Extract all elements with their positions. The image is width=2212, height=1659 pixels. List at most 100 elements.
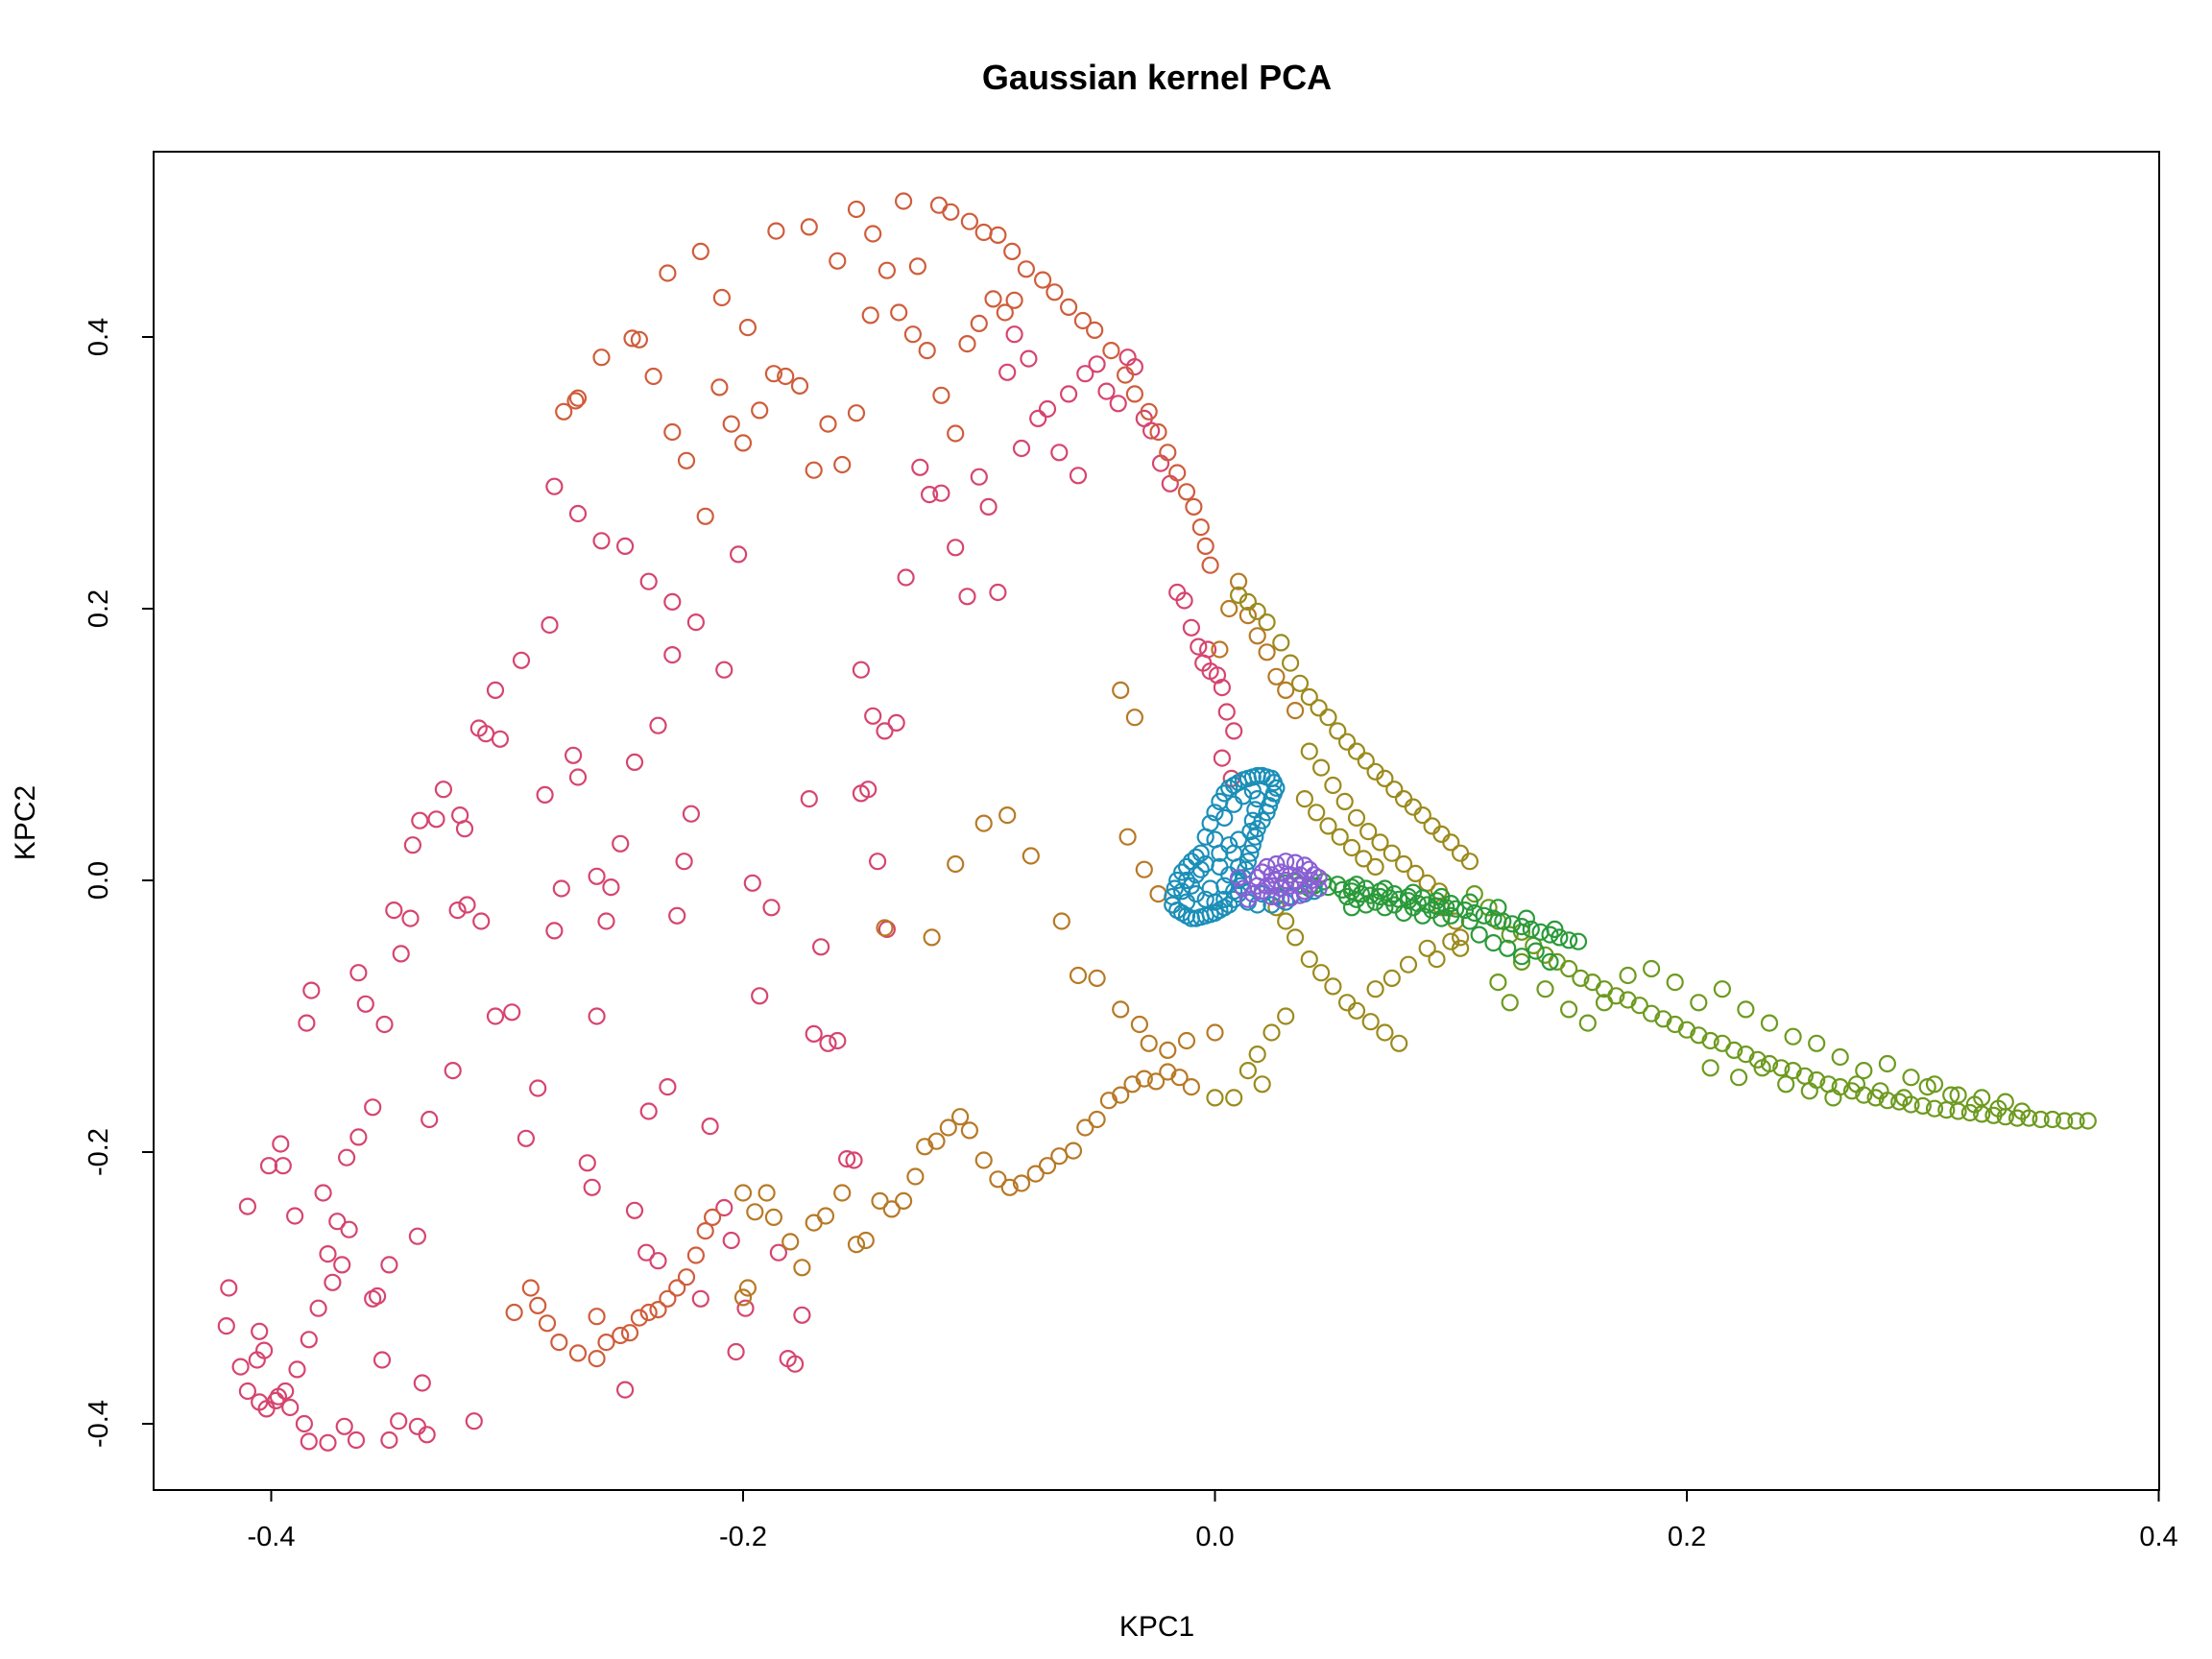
data-point bbox=[1206, 804, 1224, 822]
data-point bbox=[2056, 1112, 2074, 1130]
data-point bbox=[550, 1333, 568, 1352]
data-point bbox=[1413, 906, 1431, 925]
data-point bbox=[1701, 1031, 1719, 1050]
data-point bbox=[950, 1108, 970, 1126]
data-point bbox=[1572, 969, 1590, 988]
data-point bbox=[1211, 640, 1229, 659]
data-point bbox=[2079, 1112, 2097, 1130]
data-point bbox=[529, 1296, 547, 1315]
data-point bbox=[1272, 634, 1290, 652]
data-point bbox=[1413, 805, 1431, 825]
data-point bbox=[1300, 742, 1318, 760]
data-point bbox=[1484, 909, 1503, 927]
data-point bbox=[989, 1170, 1007, 1189]
data-point bbox=[1135, 860, 1153, 878]
data-point bbox=[819, 1034, 837, 1052]
data-point bbox=[1701, 1059, 1719, 1077]
data-point bbox=[220, 1279, 238, 1297]
data-point bbox=[1460, 893, 1479, 911]
data-point bbox=[1020, 349, 1038, 368]
data-point bbox=[1308, 804, 1326, 822]
data-point bbox=[555, 402, 573, 421]
data-point bbox=[1135, 1070, 1153, 1088]
data-point bbox=[1088, 355, 1106, 373]
data-point bbox=[911, 458, 929, 476]
data-point bbox=[623, 329, 641, 348]
data-point bbox=[970, 468, 988, 486]
data-point bbox=[592, 349, 611, 367]
data-point bbox=[1324, 776, 1342, 795]
data-point bbox=[649, 1252, 667, 1270]
data-point bbox=[300, 1331, 318, 1349]
data-point bbox=[1871, 1082, 1889, 1100]
data-point bbox=[267, 1391, 285, 1410]
data-point bbox=[401, 909, 420, 927]
data-point bbox=[538, 1314, 557, 1333]
data-point bbox=[1394, 903, 1413, 923]
data-point bbox=[1238, 592, 1258, 612]
data-point bbox=[1394, 854, 1413, 874]
data-point bbox=[1086, 321, 1104, 339]
data-point bbox=[1191, 517, 1210, 537]
data-point bbox=[1300, 687, 1318, 707]
data-point bbox=[1190, 637, 1208, 656]
data-point bbox=[918, 342, 936, 360]
data-point bbox=[1376, 899, 1394, 917]
data-point bbox=[1198, 640, 1217, 659]
data-point bbox=[1800, 1082, 1818, 1100]
data-point bbox=[939, 1118, 957, 1137]
data-point bbox=[1355, 850, 1373, 868]
data-point bbox=[996, 303, 1014, 322]
data-point bbox=[1310, 699, 1328, 717]
data-point bbox=[615, 537, 635, 556]
data-point bbox=[1000, 1178, 1019, 1196]
data-points bbox=[217, 192, 2097, 1452]
data-point bbox=[859, 781, 878, 799]
data-point bbox=[1517, 909, 1536, 927]
data-point bbox=[1311, 964, 1331, 982]
data-point bbox=[1855, 1061, 1873, 1080]
data-point bbox=[338, 1148, 356, 1166]
point-group bbox=[1465, 884, 2097, 1130]
data-point bbox=[486, 681, 505, 700]
data-point bbox=[639, 1303, 658, 1322]
data-point bbox=[1215, 808, 1234, 828]
data-point bbox=[380, 1256, 398, 1274]
point-group bbox=[217, 325, 1243, 1452]
data-point bbox=[512, 651, 531, 669]
data-point bbox=[1536, 980, 1554, 998]
data-point bbox=[340, 1220, 358, 1238]
data-point bbox=[1394, 789, 1413, 808]
data-point bbox=[1097, 382, 1116, 400]
data-point bbox=[238, 1382, 256, 1401]
data-point bbox=[281, 1398, 300, 1417]
data-point bbox=[1666, 973, 1684, 992]
data-point bbox=[566, 392, 585, 410]
data-point bbox=[1470, 926, 1488, 944]
data-point bbox=[751, 401, 769, 420]
data-point bbox=[615, 1381, 635, 1399]
data-point bbox=[805, 461, 823, 479]
data-point bbox=[1208, 666, 1227, 685]
data-point bbox=[1894, 1089, 1913, 1107]
data-point bbox=[1109, 395, 1127, 413]
data-point bbox=[451, 805, 469, 825]
data-point bbox=[448, 901, 467, 920]
data-point bbox=[274, 1157, 292, 1175]
data-point bbox=[2012, 1102, 2032, 1120]
data-point bbox=[521, 1279, 540, 1297]
data-point bbox=[1503, 915, 1522, 933]
data-point bbox=[762, 899, 781, 917]
data-point bbox=[1238, 606, 1258, 625]
x-tick-label: -0.2 bbox=[719, 1522, 767, 1552]
data-point bbox=[1918, 1077, 1936, 1096]
data-point bbox=[1347, 1001, 1366, 1020]
data-point bbox=[767, 222, 785, 240]
data-point bbox=[251, 1322, 269, 1340]
data-point bbox=[2067, 1112, 2085, 1130]
data-point bbox=[1182, 618, 1201, 637]
data-point bbox=[1130, 1015, 1149, 1034]
data-point bbox=[1376, 1023, 1394, 1042]
data-point bbox=[1310, 879, 1328, 898]
